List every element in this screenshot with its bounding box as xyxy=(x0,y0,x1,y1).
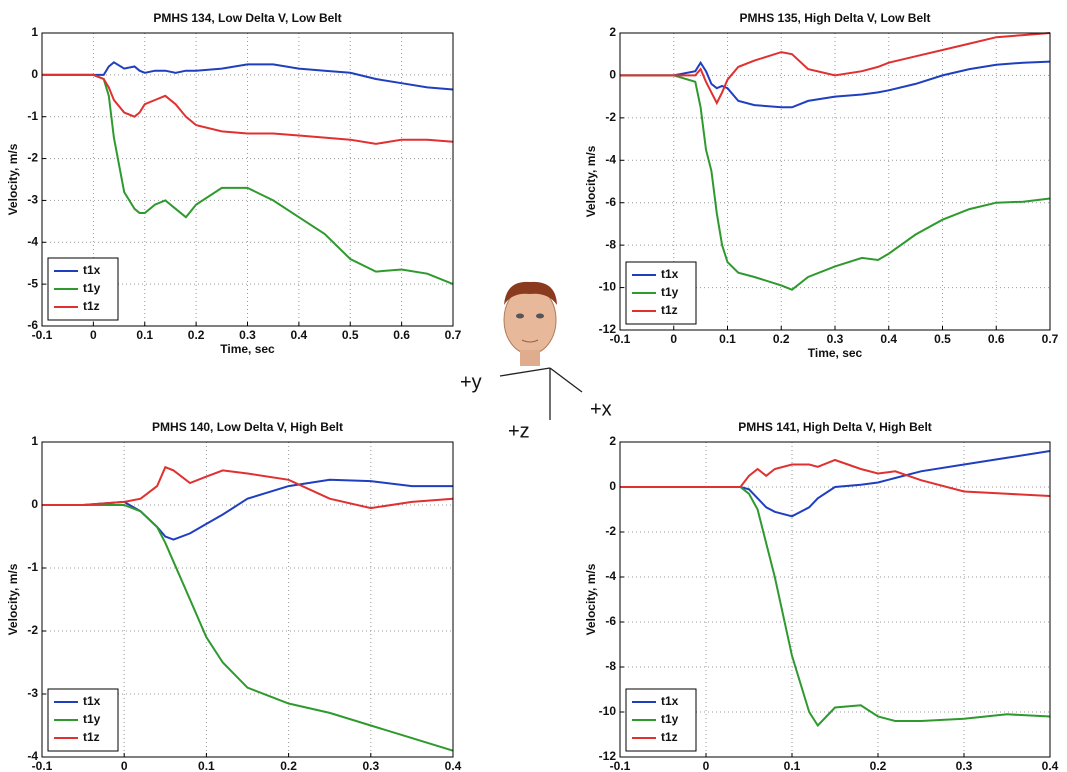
x-axis-label: Time, sec xyxy=(808,346,863,360)
legend-label: t1z xyxy=(83,730,100,744)
y-tick-label: -4 xyxy=(27,234,38,248)
legend-label: t1x xyxy=(661,267,679,281)
x-tick-label: 0 xyxy=(121,759,128,772)
x-tick-label: 0.1 xyxy=(719,332,736,346)
x-tick-label: 0.7 xyxy=(1042,332,1059,346)
x-tick-label: 0 xyxy=(90,328,97,342)
axis-direction-label: +z xyxy=(508,420,530,442)
x-tick-label: 0.2 xyxy=(280,759,297,772)
y-tick-label: 1 xyxy=(31,25,38,39)
y-axis-label: Velocity, m/s xyxy=(584,563,598,635)
y-tick-label: -10 xyxy=(599,704,617,718)
x-axis-label: Time, sec xyxy=(220,342,275,356)
y-tick-label: -4 xyxy=(605,569,616,583)
y-tick-label: -2 xyxy=(27,623,38,637)
x-tick-label: -0.1 xyxy=(610,759,631,772)
figure: +y +z +x -6-5-4-3-2-101-0.100.10.20.30.4… xyxy=(0,0,1067,772)
legend-label: t1y xyxy=(83,281,101,295)
y-tick-label: 0 xyxy=(609,68,616,82)
x-tick-label: 0.4 xyxy=(1042,759,1059,772)
y-tick-label: -2 xyxy=(605,524,616,538)
y-tick-label: -2 xyxy=(27,151,38,165)
x-tick-label: 0.5 xyxy=(342,328,359,342)
x-tick-label: -0.1 xyxy=(32,328,53,342)
y-axis-label: Velocity, m/s xyxy=(584,145,598,217)
x-tick-label: 0.1 xyxy=(784,759,801,772)
legend-label: t1x xyxy=(661,694,679,708)
x-tick-label: 0.4 xyxy=(880,332,897,346)
x-tick-label: 0.2 xyxy=(870,759,887,772)
x-tick-label: 0 xyxy=(703,759,710,772)
legend-label: t1z xyxy=(83,299,100,313)
x-tick-label: 0.4 xyxy=(291,328,308,342)
x-tick-label: 0.3 xyxy=(239,328,256,342)
x-tick-label: 0.1 xyxy=(136,328,153,342)
y-tick-label: 2 xyxy=(609,434,616,448)
x-tick-label: 0.3 xyxy=(956,759,973,772)
y-tick-label: -5 xyxy=(27,276,38,290)
y-tick-label: -10 xyxy=(599,280,617,294)
y-tick-label: 0 xyxy=(31,497,38,511)
legend-label: t1x xyxy=(83,694,101,708)
y-tick-label: -3 xyxy=(27,686,38,700)
x-tick-label: 0.5 xyxy=(934,332,951,346)
legend-label: t1z xyxy=(661,730,678,744)
chart-title: PMHS 134, Low Delta V, Low Belt xyxy=(153,11,341,25)
chart-title: PMHS 141, High Delta V, High Belt xyxy=(738,420,932,434)
orientation-axes xyxy=(500,368,582,420)
x-tick-label: 0.3 xyxy=(362,759,379,772)
x-tick-label: -0.1 xyxy=(610,332,631,346)
y-tick-label: -1 xyxy=(27,560,38,574)
y-tick-label: 0 xyxy=(31,67,38,81)
x-tick-label: 0.7 xyxy=(445,328,462,342)
y-tick-label: -6 xyxy=(605,614,616,628)
head-icon xyxy=(504,282,557,366)
x-tick-label: 0.2 xyxy=(188,328,205,342)
x-tick-label: 0.2 xyxy=(773,332,790,346)
y-tick-label: 2 xyxy=(609,25,616,39)
x-tick-label: 0.1 xyxy=(198,759,215,772)
y-tick-label: -4 xyxy=(605,152,616,166)
x-tick-label: 0.6 xyxy=(393,328,410,342)
y-tick-label: -2 xyxy=(605,110,616,124)
axis-direction-label: +y xyxy=(460,371,482,393)
x-tick-label: -0.1 xyxy=(32,759,53,772)
legend-label: t1y xyxy=(661,712,679,726)
x-tick-label: 0 xyxy=(670,332,677,346)
x-tick-label: 0.3 xyxy=(827,332,844,346)
y-tick-label: -8 xyxy=(605,659,616,673)
legend-label: t1y xyxy=(661,285,679,299)
chart-title: PMHS 135, High Delta V, Low Belt xyxy=(740,11,931,25)
y-tick-label: -8 xyxy=(605,237,616,251)
x-tick-label: 0.4 xyxy=(445,759,462,772)
y-tick-label: 0 xyxy=(609,479,616,493)
axis-direction-label: +x xyxy=(590,398,612,420)
x-tick-label: 0.6 xyxy=(988,332,1005,346)
legend-label: t1y xyxy=(83,712,101,726)
legend-label: t1x xyxy=(83,263,101,277)
y-tick-label: -1 xyxy=(27,109,38,123)
y-tick-label: 1 xyxy=(31,434,38,448)
chart-title: PMHS 140, Low Delta V, High Belt xyxy=(152,420,343,434)
y-axis-label: Velocity, m/s xyxy=(6,563,20,635)
y-tick-label: -6 xyxy=(605,195,616,209)
y-axis-label: Velocity, m/s xyxy=(6,143,20,215)
legend-label: t1z xyxy=(661,303,678,317)
y-tick-label: -3 xyxy=(27,193,38,207)
